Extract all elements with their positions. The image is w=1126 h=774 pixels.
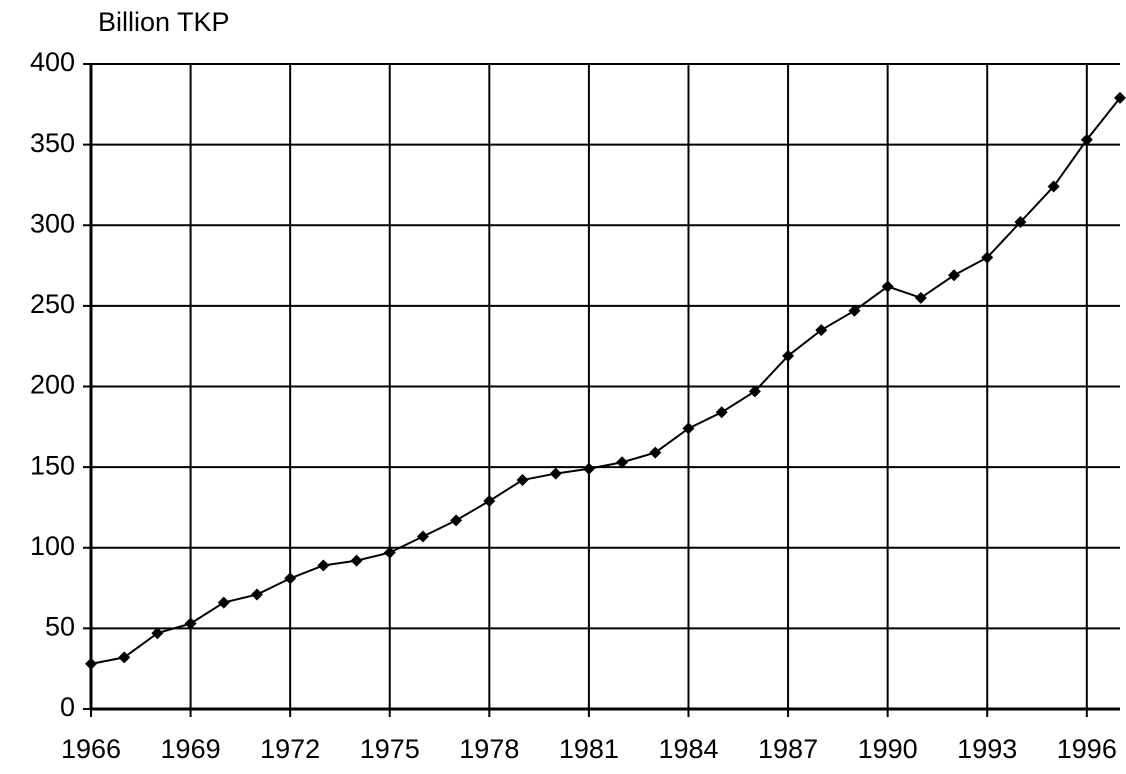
y-tick-label: 200 [30,370,75,400]
x-tick-label: 1990 [858,734,918,764]
x-tick-label: 1981 [559,734,619,764]
marker [450,514,463,527]
marker [715,406,728,419]
y-tick-label: 300 [30,208,75,238]
marker [184,617,197,630]
marker [649,446,662,459]
y-tick-label: 50 [45,612,75,642]
marker [782,349,795,362]
marker [1014,216,1027,229]
x-tick-label: 1975 [360,734,420,764]
marker [151,627,164,640]
x-tick-label: 1969 [161,734,221,764]
x-tick-label: 1984 [658,734,718,764]
x-tick-label: 1987 [758,734,818,764]
x-tick-label: 1978 [459,734,519,764]
marker [881,280,894,293]
y-axis-label: Billion TKP [98,7,230,37]
x-tick-label: 1993 [957,734,1017,764]
line [90,97,1121,665]
marker [848,304,861,317]
marker [948,269,961,282]
x-tick-label: 1972 [260,734,320,764]
marker [582,462,595,475]
marker [416,530,429,543]
marker [1080,133,1093,146]
y-tick-label: 350 [30,128,75,158]
y-tick-label: 400 [30,47,75,77]
marker [317,559,330,572]
y-tick-label: 150 [30,450,75,480]
x-tick-label: 1966 [61,734,121,764]
marker [682,422,695,435]
marker [350,554,363,567]
marker [516,474,529,487]
marker [118,651,131,664]
marker [748,385,761,398]
y-tick-label: 250 [30,289,75,319]
y-tick-label: 100 [30,531,75,561]
y-tick-label: 0 [60,692,75,722]
marker [914,291,927,304]
marker [616,456,629,469]
x-tick-label: 1996 [1057,734,1117,764]
marker [284,572,297,585]
marker [483,494,496,507]
marker [981,251,994,264]
marker [1114,91,1126,104]
marker [85,657,97,670]
marker [549,467,562,480]
marker [217,596,230,609]
marker [250,588,263,601]
marker [815,324,828,337]
marker [383,546,396,559]
marker [1047,180,1060,193]
